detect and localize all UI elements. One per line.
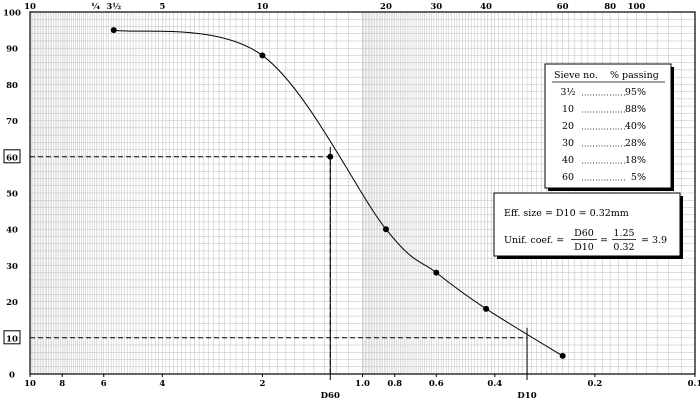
data-point xyxy=(559,352,566,359)
y-tick-label: 40 xyxy=(6,226,18,236)
y-tick-label: 90 xyxy=(6,45,18,55)
sieve-number: 60 xyxy=(562,172,574,183)
x-tick-label: 6 xyxy=(101,379,107,389)
data-point xyxy=(483,305,490,312)
top-tick-label: 10 xyxy=(256,2,268,12)
eff-size-text: Eff. size = D10 = 0.32mm xyxy=(504,208,629,219)
reference-axis-label: D60 xyxy=(321,391,340,401)
sieve-table-header-passing: % passing xyxy=(610,70,659,81)
fraction2-denominator: 0.32 xyxy=(613,242,634,253)
unif-coef-label: Unif. coef. = xyxy=(504,235,564,246)
percent-passing: 95% xyxy=(625,87,646,98)
sieve-number: 30 xyxy=(562,138,574,149)
x-tick-label: 2 xyxy=(259,379,265,389)
y-tick-label: 70 xyxy=(6,117,18,127)
y-tick-label: 80 xyxy=(6,81,18,91)
data-point xyxy=(110,27,117,34)
top-tick-label: 60 xyxy=(557,2,569,12)
x-tick-label: 8 xyxy=(59,379,65,389)
top-tick-label: 20 xyxy=(380,2,392,12)
fraction1-denominator: D10 xyxy=(574,242,594,253)
y-tick-label: 60 xyxy=(6,153,18,163)
sieve-table: Sieve no. % passing 3½ 95% 10 88% 20 40% 30 28%… xyxy=(544,63,674,191)
x-tick-label: 0.2 xyxy=(588,379,603,389)
sieve-number: 40 xyxy=(562,155,574,166)
axis-labels: 10 8 6 4 2 1.0 0.8 0.6 0.4 0.2 0.1 10 ¼ 3½ 5 10 20 30 40 60… xyxy=(3,1,700,401)
x-tick-label: 0.8 xyxy=(387,379,402,389)
equals-sign: = xyxy=(600,235,608,246)
top-tick-label: 10 xyxy=(24,2,36,12)
top-tick-label: ¼ xyxy=(91,1,100,12)
y-tick-box xyxy=(3,149,21,164)
x-tick-label: 0.1 xyxy=(688,379,700,389)
percent-passing: 5% xyxy=(631,172,646,183)
y-tick-label: 20 xyxy=(6,298,18,308)
top-tick-label: 40 xyxy=(480,2,492,12)
percent-passing: 28% xyxy=(625,138,646,149)
sieve-table-header-sieve: Sieve no. xyxy=(554,70,598,81)
sieve-number: 10 xyxy=(562,104,574,115)
fraction2-numerator: 1.25 xyxy=(613,228,634,239)
x-tick-label: 4 xyxy=(159,379,165,389)
y-tick-label: 100 xyxy=(3,9,21,19)
percent-passing: 40% xyxy=(625,121,646,132)
top-tick-label: 100 xyxy=(628,2,646,12)
reference-axis-label: D10 xyxy=(517,391,536,401)
x-tick-label: 10 xyxy=(24,379,36,389)
y-tick-label: 30 xyxy=(6,262,18,272)
top-tick-label: 3½ xyxy=(106,1,121,12)
y-tick-label: 10 xyxy=(6,334,18,344)
percent-passing: 88% xyxy=(625,104,646,115)
data-point xyxy=(433,269,440,276)
dashed-reference-line xyxy=(30,337,528,374)
x-tick-label: 0.4 xyxy=(487,379,502,389)
chart-grid xyxy=(29,12,696,374)
sieve-number: 20 xyxy=(562,121,574,132)
y-tick-label: 0 xyxy=(9,371,15,381)
sieve-number: 3½ xyxy=(560,87,575,98)
sieve-table-rows: 3½ 95% 10 88% 20 40% 30 28% 40 18% 60 5% xyxy=(560,87,646,183)
uniformity-result: = 3.9 xyxy=(641,235,667,246)
top-tick-label: 5 xyxy=(159,2,165,12)
x-tick-label: 0.6 xyxy=(429,379,444,389)
data-point xyxy=(259,52,266,59)
x-tick-label: 1.0 xyxy=(355,379,370,389)
top-tick-label: 30 xyxy=(430,2,442,12)
percent-passing: 18% xyxy=(625,155,646,166)
top-tick-label: 80 xyxy=(604,2,616,12)
y-tick-box xyxy=(3,330,21,345)
coefficient-box-frame xyxy=(493,192,681,257)
y-tick-label: 50 xyxy=(6,190,18,200)
sieve-table-box xyxy=(544,63,672,189)
fraction1-numerator: D60 xyxy=(574,228,594,239)
data-point xyxy=(382,226,389,233)
data-points xyxy=(110,27,566,359)
coefficient-box: Eff. size = D10 = 0.32mm Unif. coef. = D… xyxy=(493,192,683,259)
